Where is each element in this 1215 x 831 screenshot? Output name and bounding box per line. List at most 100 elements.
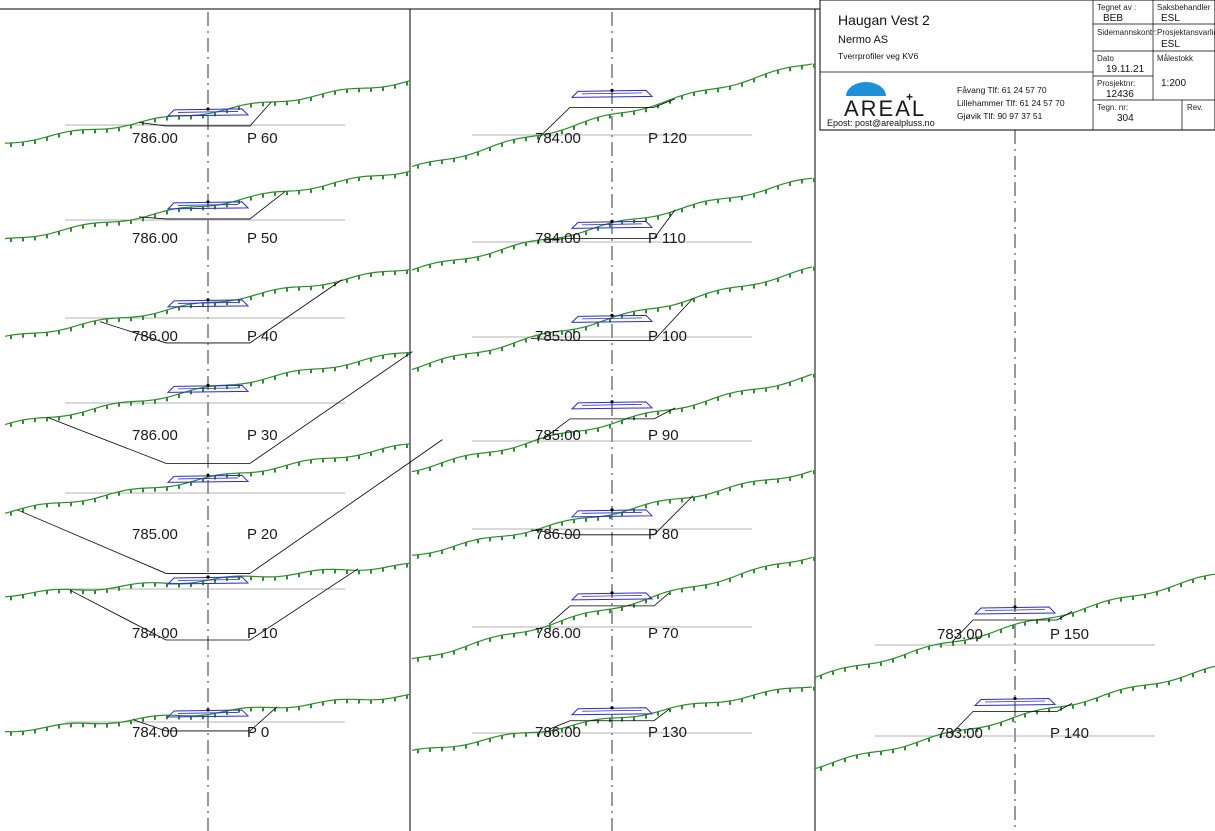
company-email: Epost: post@arealpluss.no [827, 118, 935, 128]
terrain-line [4, 693, 411, 733]
phone-lillehammer: Lillehammer Tlf: 61 24 57 70 [957, 98, 1065, 108]
drawing-title: Tverrprofiler veg KV6 [838, 51, 919, 61]
road-layer [177, 204, 239, 206]
profile-p120 [411, 177, 815, 272]
terrain-line [411, 470, 813, 556]
road-layer [581, 709, 643, 712]
centerline-point [610, 508, 614, 512]
client-name: Nermo AS [838, 34, 888, 46]
road-layer [177, 712, 239, 714]
profile-label-p20: P 20 [247, 526, 278, 543]
terrain-line [411, 373, 813, 473]
dato-label: Dato [1097, 54, 1114, 63]
profile-label-p10: P 10 [247, 625, 278, 642]
profile-p100 [411, 373, 815, 475]
profile-p110 [411, 266, 815, 372]
sidemannskontr-label: Sidemannskontr: [1097, 28, 1157, 37]
elevation-label-p10: 784.00 [132, 625, 178, 642]
profile-p50 [4, 170, 411, 243]
centerline-point [1013, 696, 1017, 701]
centerline-point [206, 298, 210, 302]
road-structure [166, 108, 250, 117]
phone-gjovik: Gjøvik Tlf: 90 97 37 51 [957, 111, 1043, 121]
cut-slope [138, 102, 272, 127]
profile-p70 [411, 686, 815, 754]
elevation-label-p150: 783.00 [937, 626, 983, 643]
road-structure [166, 299, 250, 308]
terrain-line [411, 686, 813, 751]
profile-p150 [814, 573, 1215, 680]
terrain-line [411, 556, 813, 660]
profile-p60 [4, 80, 411, 147]
centerline-point [610, 591, 614, 595]
road-layer [177, 477, 239, 480]
elevation-label-p80: 786.00 [535, 625, 581, 642]
centerline-point [610, 219, 614, 223]
road-layer [581, 223, 643, 226]
saksbehandler-label: Saksbehandler [1157, 3, 1211, 12]
elevation-label-p0: 784.00 [132, 724, 178, 741]
profile-label-p60: P 60 [247, 130, 278, 147]
road-layer [177, 387, 239, 390]
cut-slope [132, 706, 278, 732]
elevation-label-p20: 785.00 [132, 526, 178, 543]
centerline-point [610, 313, 614, 317]
tegn-nr-label: Tegn. nr: [1097, 103, 1128, 112]
terrain-line [814, 573, 1215, 678]
centerline-point [206, 473, 210, 478]
areal-logo: AREAL + [840, 82, 926, 121]
elevation-label-p30: 786.00 [132, 427, 178, 444]
road-layer [581, 403, 643, 406]
profile-p80 [411, 556, 815, 662]
elevation-label-p50: 786.00 [132, 230, 178, 247]
project-name: Haugan Vest 2 [838, 12, 930, 28]
elevation-label-p70: 786.00 [535, 724, 581, 741]
elevation-label-p100: 785.00 [535, 427, 581, 444]
logo-text: AREAL [844, 96, 926, 121]
elevation-label-p130: 784.00 [535, 130, 581, 147]
road-structure [166, 474, 250, 483]
centerline-point [206, 383, 210, 388]
logo-plus: + [906, 90, 913, 104]
road-structure [973, 606, 1057, 615]
terrain-line [4, 269, 411, 337]
road-layer [581, 92, 643, 95]
profile-p20 [4, 439, 443, 574]
centerline-point [610, 706, 614, 710]
cut-slope [951, 611, 1073, 643]
road-structure [166, 576, 250, 585]
elevation-label-p60: 786.00 [132, 130, 178, 147]
road-structure [166, 709, 250, 718]
road-structure [570, 401, 654, 410]
terrain-line [411, 266, 813, 371]
profile-label-p100: P 90 [648, 427, 679, 444]
malestokk-label: Målestokk [1157, 54, 1194, 63]
road-structure [570, 314, 654, 323]
profile-p140 [814, 665, 1215, 771]
profile-label-p50: P 50 [247, 230, 278, 247]
profile-p0 [4, 693, 411, 736]
profile-label-p120: P 110 [648, 230, 686, 247]
terrain-line [4, 80, 411, 144]
profile-label-p90: P 80 [648, 526, 679, 543]
terrain-line [814, 665, 1215, 770]
tegn-nr-value: 304 [1117, 113, 1134, 124]
cut-slope [17, 439, 443, 574]
elevation-label-p120: 784.00 [535, 230, 581, 247]
cut-slope [69, 568, 359, 641]
road-layer [984, 609, 1046, 611]
road-structure [973, 697, 1057, 707]
road-layer [177, 579, 239, 581]
terrain-line [411, 63, 813, 168]
tegnet-av-value: BEB [1103, 13, 1123, 24]
terrain-line [4, 170, 411, 240]
cut-slope [542, 407, 676, 440]
rev-label: Rev. [1187, 103, 1203, 112]
road-structure [166, 384, 250, 393]
profile-labels: 786.00 P 60 786.00 P 50 786.00 P 40 786.… [132, 130, 1089, 742]
cut-slope [542, 209, 676, 241]
profile-label-p130: P 120 [648, 130, 687, 147]
road-structure [570, 592, 654, 601]
cut-slope [138, 191, 286, 220]
